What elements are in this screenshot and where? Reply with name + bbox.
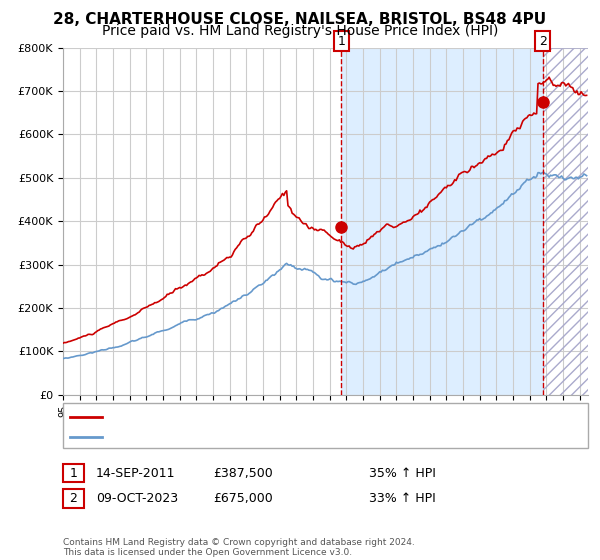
Bar (341, 48, 542, 395)
Text: 33% ↑ HPI: 33% ↑ HPI (369, 492, 436, 505)
Text: 2: 2 (70, 492, 77, 505)
Text: 09-OCT-2023: 09-OCT-2023 (96, 492, 178, 505)
Text: 1: 1 (70, 466, 77, 480)
Text: Price paid vs. HM Land Registry's House Price Index (HPI): Price paid vs. HM Land Registry's House … (102, 24, 498, 38)
Text: £387,500: £387,500 (213, 466, 273, 480)
Text: 1: 1 (338, 35, 346, 48)
Text: 35% ↑ HPI: 35% ↑ HPI (369, 466, 436, 480)
Text: 28, CHARTERHOUSE CLOSE, NAILSEA, BRISTOL, BS48 4PU (detached house): 28, CHARTERHOUSE CLOSE, NAILSEA, BRISTOL… (108, 412, 503, 422)
Bar (542, 48, 588, 395)
Text: 14-SEP-2011: 14-SEP-2011 (96, 466, 176, 480)
Text: 28, CHARTERHOUSE CLOSE, NAILSEA, BRISTOL, BS48 4PU: 28, CHARTERHOUSE CLOSE, NAILSEA, BRISTOL… (53, 12, 547, 27)
Text: 2: 2 (539, 35, 547, 48)
Text: £675,000: £675,000 (213, 492, 273, 505)
Bar (542, 48, 588, 395)
Text: HPI: Average price, detached house, North Somerset: HPI: Average price, detached house, Nort… (108, 432, 383, 442)
Text: Contains HM Land Registry data © Crown copyright and database right 2024.
This d: Contains HM Land Registry data © Crown c… (63, 538, 415, 557)
